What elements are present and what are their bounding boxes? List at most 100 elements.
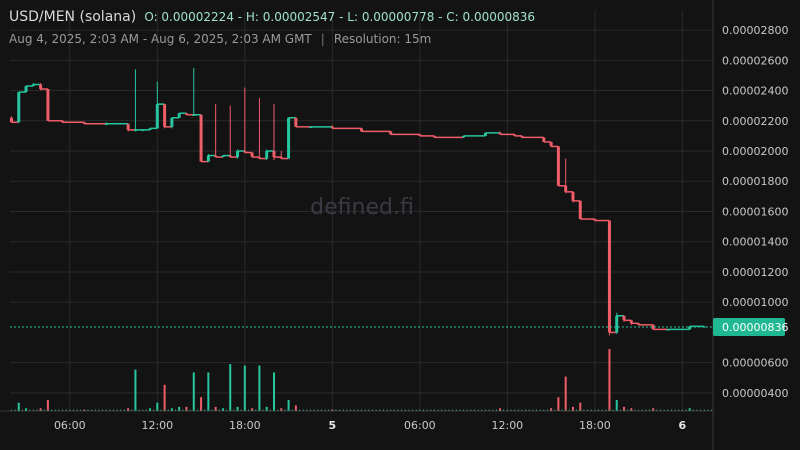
volume-tick (36, 409, 38, 411)
price-axis[interactable]: 0.00000400 0.00000600 0.00001000 0.00001200… (722, 24, 788, 400)
candle-body (462, 135, 466, 138)
y-tick-label: 0.00001000 (722, 296, 788, 309)
volume-tick (565, 409, 567, 411)
volume-tick (109, 409, 111, 411)
x-tick-label: 5 (329, 419, 337, 432)
volume-tick (339, 409, 341, 411)
volume-bar (615, 399, 618, 411)
volume-tick (353, 409, 355, 411)
volume-tick (29, 409, 31, 411)
volume-bar (294, 405, 297, 411)
candle-body (578, 200, 582, 220)
candle-body (17, 92, 21, 123)
pair-label: USD/MEN (solana) (9, 9, 137, 25)
candle-body (688, 326, 692, 330)
volume-tick (441, 409, 443, 411)
candle-body (360, 128, 363, 132)
volume-tick (415, 409, 417, 411)
volume-tick (51, 409, 53, 411)
volume-tick (273, 409, 275, 411)
volume-tick (178, 409, 180, 411)
volume-tick (207, 409, 209, 411)
volume-tick (543, 409, 545, 411)
volume-tick (419, 409, 421, 411)
candle-body (206, 155, 210, 162)
volume-tick (160, 409, 162, 411)
volume-tick (525, 409, 527, 411)
volume-tick (65, 409, 67, 411)
volume-tick (652, 409, 654, 411)
volume-bar (46, 399, 49, 411)
candle-body (163, 104, 167, 127)
volume-tick (153, 409, 155, 411)
volume-tick (262, 409, 264, 411)
volume-tick (433, 409, 435, 411)
volume-tick (601, 409, 603, 411)
volume-tick (550, 409, 552, 411)
volume-tick (149, 409, 151, 411)
volume-tick (350, 409, 352, 411)
volume-tick (222, 409, 224, 411)
volume-tick (189, 409, 191, 411)
volume-tick (342, 409, 344, 411)
volume-tick (346, 409, 348, 411)
volume-tick (510, 409, 512, 411)
volume-tick (455, 409, 457, 411)
candle-body (192, 114, 196, 116)
candle-body (287, 117, 291, 159)
volume-tick (171, 409, 173, 411)
volume-tick (277, 409, 279, 411)
y-tick-label: 0.00002400 (722, 85, 788, 98)
volume-tick (280, 409, 282, 411)
candle-body (133, 129, 137, 132)
volume-bars (10, 349, 713, 411)
volume-tick (131, 409, 133, 411)
volume-tick (452, 409, 454, 411)
volume-tick (120, 409, 122, 411)
volume-tick (175, 409, 177, 411)
volume-tick (317, 409, 319, 411)
volume-bar (258, 365, 261, 411)
volume-tick (594, 409, 596, 411)
volume-tick (269, 409, 271, 411)
time-axis[interactable]: 06:00 12:00 18:00 5 06:00 12:00 18:00 6 (54, 419, 687, 432)
volume-tick (21, 409, 23, 411)
volume-tick (379, 409, 381, 411)
candle-body (184, 113, 188, 115)
volume-bar (608, 349, 611, 411)
candle-body (666, 329, 670, 331)
volume-tick (306, 409, 308, 411)
volume-tick (167, 409, 169, 411)
volume-tick (590, 409, 592, 411)
candle-body (542, 137, 546, 142)
volume-tick (656, 409, 658, 411)
volume-tick (54, 409, 56, 411)
candle-body (9, 117, 13, 123)
volume-bar (579, 402, 582, 411)
volume-tick (83, 409, 85, 411)
volume-tick (105, 409, 107, 411)
volume-tick (481, 409, 483, 411)
candle-body (243, 151, 247, 153)
volume-bar (163, 384, 166, 411)
volume-tick (255, 409, 257, 411)
volume-tick (700, 409, 702, 411)
volume-tick (598, 409, 600, 411)
volume-tick (645, 409, 647, 411)
volume-tick (382, 409, 384, 411)
volume-tick (674, 409, 676, 411)
volume-tick (247, 409, 249, 411)
candle-body (272, 151, 276, 158)
volume-tick (627, 409, 629, 411)
candles (9, 67, 706, 336)
volume-tick (397, 409, 399, 411)
volume-tick (375, 409, 377, 411)
volume-tick (182, 409, 184, 411)
x-tick-label: 12:00 (141, 419, 173, 432)
volume-tick (368, 409, 370, 411)
chart-subheader: Aug 4, 2025, 2:03 AM - Aug 6, 2025, 2:03… (9, 32, 431, 46)
candle-body (651, 324, 655, 330)
volume-tick (623, 409, 625, 411)
volume-tick (517, 409, 519, 411)
